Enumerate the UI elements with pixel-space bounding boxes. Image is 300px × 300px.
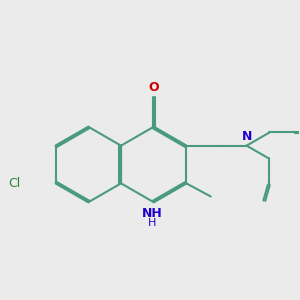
Text: Cl: Cl bbox=[8, 177, 21, 190]
Text: N: N bbox=[242, 130, 252, 143]
Text: O: O bbox=[148, 81, 159, 94]
Text: NH: NH bbox=[142, 206, 163, 220]
Text: H: H bbox=[148, 218, 156, 228]
